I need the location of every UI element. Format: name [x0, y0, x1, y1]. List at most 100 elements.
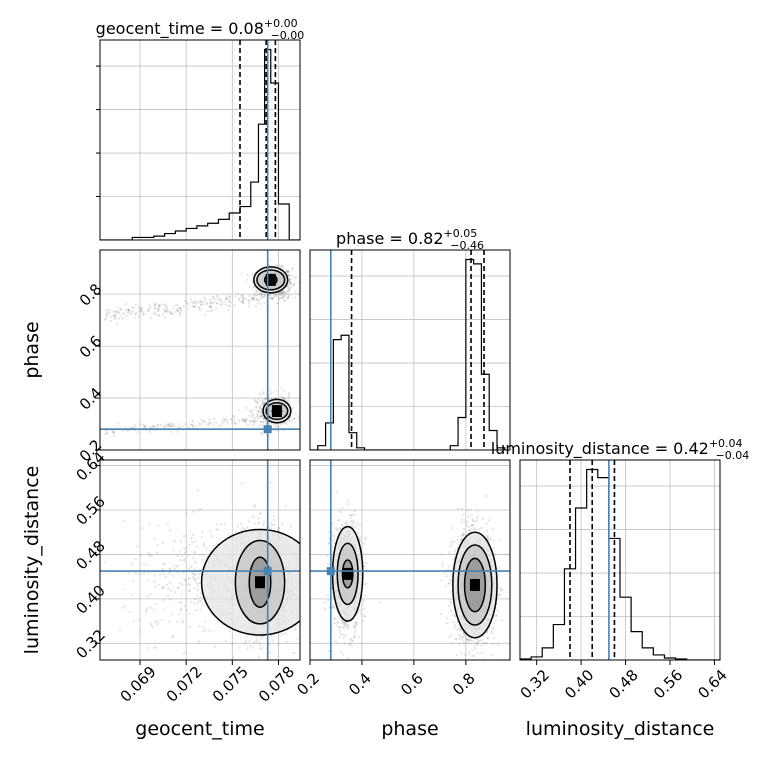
sample-point: [354, 631, 356, 633]
sample-point: [191, 421, 193, 423]
title-geocent_time: geocent_time = 0.08+0.00−0.00: [96, 17, 305, 42]
sample-point: [261, 645, 263, 647]
sample-point: [205, 629, 207, 631]
sample-point: [113, 434, 115, 436]
sample-point: [150, 593, 152, 595]
sample-point: [167, 587, 169, 589]
sample-point: [225, 298, 227, 300]
sample-point: [167, 522, 169, 524]
sample-point: [358, 636, 360, 638]
sample-point: [290, 286, 292, 288]
sample-point: [184, 300, 186, 302]
sample-point: [184, 423, 186, 425]
sample-point: [197, 589, 199, 591]
sample-point: [128, 309, 130, 311]
sample-point: [291, 421, 293, 423]
sample-point: [201, 531, 203, 533]
sample-point: [149, 554, 151, 556]
sample-point: [354, 634, 356, 636]
sample-point: [180, 310, 182, 312]
sample-point: [472, 518, 474, 520]
sample-point: [184, 605, 186, 607]
sample-point: [122, 312, 124, 314]
sample-point: [226, 423, 228, 425]
sample-point: [281, 387, 283, 389]
sample-point: [178, 423, 180, 425]
sample-point: [131, 563, 133, 565]
sample-point: [131, 426, 133, 428]
sample-point: [172, 307, 174, 309]
sample-point: [363, 629, 365, 631]
sample-point: [194, 301, 196, 303]
sample-point: [127, 572, 129, 574]
sample-point: [191, 565, 193, 567]
sample-point: [286, 423, 288, 425]
sample-point: [251, 416, 253, 418]
sample-point: [229, 630, 231, 632]
sample-point: [178, 307, 180, 309]
sample-point: [177, 426, 179, 428]
sample-point: [234, 422, 236, 424]
sample-point: [292, 275, 294, 277]
sample-point: [341, 620, 343, 622]
sample-point: [260, 399, 262, 401]
sample-point: [204, 300, 206, 302]
sample-point: [119, 629, 121, 631]
sample-point: [154, 304, 156, 306]
sample-point: [199, 309, 201, 311]
sample-point: [192, 576, 194, 578]
sample-point: [178, 587, 180, 589]
sample-point: [193, 568, 195, 570]
sample-point: [346, 523, 348, 525]
sample-point: [119, 309, 121, 311]
sample-point: [244, 528, 246, 530]
sample-point: [335, 527, 337, 529]
sample-point: [269, 389, 271, 391]
sample-point: [149, 431, 151, 433]
sample-point: [129, 611, 131, 613]
sample-point: [229, 296, 231, 298]
sample-point: [174, 591, 176, 593]
sample-point: [249, 645, 251, 647]
sample-point: [123, 588, 125, 590]
sample-point: [220, 304, 222, 306]
sample-point: [243, 420, 245, 422]
sample-point: [153, 426, 155, 428]
sample-point: [188, 590, 190, 592]
sample-point: [258, 641, 260, 643]
truth-marker: [264, 567, 272, 575]
sample-point: [197, 600, 199, 602]
sample-point: [230, 418, 232, 420]
sample-point: [353, 510, 355, 512]
sample-point: [269, 295, 271, 297]
sample-point: [364, 538, 366, 540]
sample-point: [153, 647, 155, 649]
sample-point: [210, 306, 212, 308]
sample-point: [493, 637, 495, 639]
sample-point: [137, 431, 139, 433]
sample-point: [110, 316, 112, 318]
sample-point: [162, 542, 164, 544]
sample-point: [363, 600, 365, 602]
sample-point: [351, 640, 353, 642]
sample-point: [262, 418, 264, 420]
sample-point: [140, 307, 142, 309]
sample-point: [183, 547, 185, 549]
sample-point: [195, 609, 197, 611]
sample-point: [273, 515, 275, 517]
sample-point: [271, 528, 273, 530]
sample-point: [288, 392, 290, 394]
sample-point: [364, 595, 366, 597]
sample-point: [247, 424, 249, 426]
sample-point: [351, 514, 353, 516]
sample-point: [451, 527, 453, 529]
sample-point: [343, 627, 345, 629]
sample-point: [213, 301, 215, 303]
histogram-luminosity_distance: [520, 470, 720, 660]
sample-point: [494, 620, 496, 622]
sample-point: [246, 419, 248, 421]
sample-point: [362, 542, 364, 544]
sample-point: [171, 635, 173, 637]
sample-point: [259, 643, 261, 645]
sample-point: [182, 620, 184, 622]
